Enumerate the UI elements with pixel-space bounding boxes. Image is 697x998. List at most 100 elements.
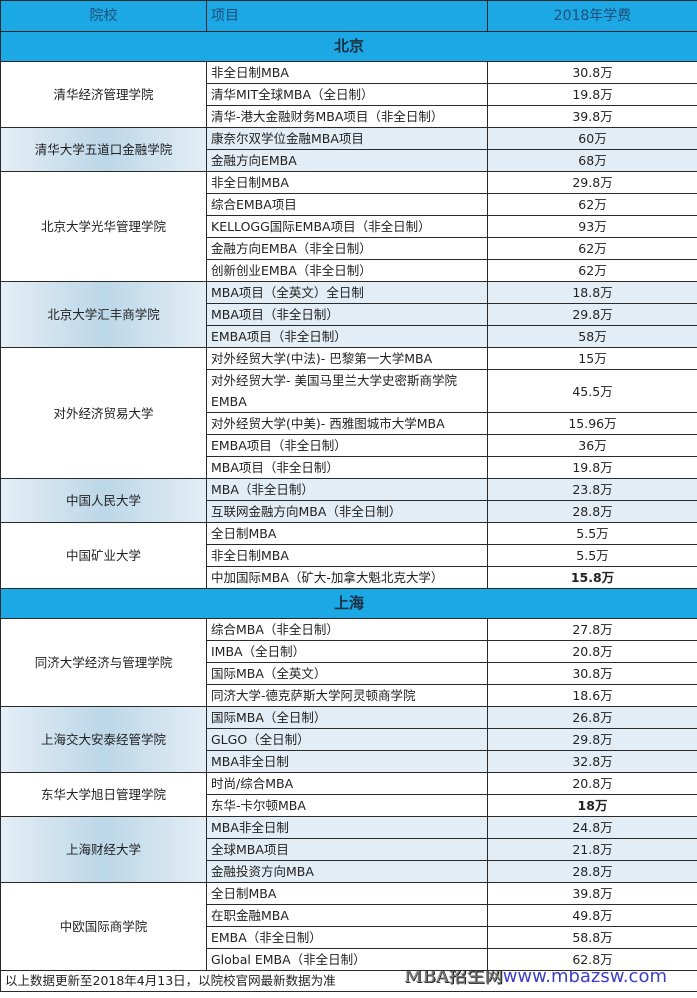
tuition-fee: 58万 (487, 325, 697, 348)
school-name: 中欧国际商学院 (0, 882, 207, 971)
tuition-fee: 19.8万 (487, 83, 697, 106)
table-row: 国际MBA（全英文） 30.8万 (1, 662, 697, 685)
table-row: 全球MBA项目 21.8万 (1, 838, 697, 861)
program-name: Global EMBA（非全日制） (206, 948, 488, 971)
tuition-fee: 20.8万 (487, 772, 697, 795)
school-name: 北京大学汇丰商学院 (0, 281, 207, 348)
table-row: 同济大学经济与管理学院 综合MBA（非全日制） 27.8万 (0, 618, 697, 707)
section-title: 上海 (0, 588, 697, 619)
tuition-fee: 15.8万 (487, 566, 697, 589)
table-row: 清华大学五道口金融学院 康奈尔双学位金融MBA项目 60万 (0, 127, 697, 172)
table-row: 非全日制MBA 5.5万 (1, 544, 697, 567)
header-row: 院校 项目 2018年学费 (0, 0, 697, 32)
tuition-fee: 21.8万 (487, 838, 697, 861)
table-row: 金融方向EMBA（非全日制） 62万 (1, 237, 697, 260)
tuition-fee: 62万 (487, 237, 697, 260)
tuition-fee: 15万 (487, 347, 697, 370)
program-name: MBA（非全日制） (206, 478, 488, 501)
footer-note: 以上数据更新至2018年4月13日，以院校官网最新数据为准 (5, 973, 336, 988)
program-name: 同济大学-德克萨斯大学阿灵顿商学院 (206, 684, 488, 707)
tuition-fee: 60万 (487, 127, 697, 150)
program-name: 非全日制MBA (206, 544, 488, 567)
tuition-fee: 62.8万 (487, 948, 697, 971)
program-name: 对外经贸大学(中法)- 巴黎第一大学MBA (206, 347, 488, 370)
program-name: 金融方向EMBA (206, 149, 488, 172)
header-program: 项目 (206, 0, 488, 32)
program-name: KELLOGG国际EMBA项目（非全日制） (206, 215, 488, 238)
tuition-fee: 5.5万 (487, 522, 697, 545)
program-name: 金融投资方向MBA (206, 860, 488, 883)
school-name: 中国矿业大学 (0, 522, 207, 589)
program-name: 对外经贸大学- 美国马里兰大学史密斯商学院EMBA (206, 369, 488, 413)
tuition-fee: 45.5万 (487, 369, 697, 413)
program-name: 金融方向EMBA（非全日制） (206, 237, 488, 260)
school-name: 清华经济管理学院 (0, 61, 207, 128)
table-row: 中欧国际商学院 全日制MBA 39.8万 (0, 882, 697, 971)
header-fee: 2018年学费 (487, 0, 697, 32)
table-row: 北京大学汇丰商学院 MBA项目（全英文）全日制 18.8万 (0, 281, 697, 348)
table-row: 清华经济管理学院 非全日制MBA 30.8万 (0, 61, 697, 128)
school-name: 中国人民大学 (0, 478, 207, 523)
footer-row: 以上数据更新至2018年4月13日，以院校官网最新数据为准 MBA招生网www.… (0, 970, 697, 992)
school-name: 东华大学旭日管理学院 (0, 772, 207, 817)
tuition-fee: 18.8万 (487, 281, 697, 304)
watermark: MBA招生网www.mbazsw.com (404, 970, 667, 987)
tuition-fee: 23.8万 (487, 478, 697, 501)
program-name: 互联网金融方向MBA（非全日制） (206, 500, 488, 523)
tuition-fee: 5.5万 (487, 544, 697, 567)
school-name: 清华大学五道口金融学院 (0, 127, 207, 172)
program-name: 中加国际MBA（矿大-加拿大魁北克大学） (206, 566, 488, 589)
school-name: 对外经济贸易大学 (0, 347, 207, 479)
tuition-fee: 26.8万 (487, 706, 697, 729)
school-name: 上海财经大学 (0, 816, 207, 883)
table-row: 东华大学旭日管理学院 时尚/综合MBA 20.8万 (0, 772, 697, 817)
table-row: 互联网金融方向MBA（非全日制） 28.8万 (1, 500, 697, 523)
tuition-fee: 93万 (487, 215, 697, 238)
tuition-fee: 49.8万 (487, 904, 697, 927)
table-row: 中国矿业大学 全日制MBA 5.5万 (0, 522, 697, 589)
program-name: EMBA项目（非全日制） (206, 434, 488, 457)
table-row: IMBA（全日制） 20.8万 (1, 640, 697, 663)
program-name: GLGO（全日制） (206, 728, 488, 751)
tuition-fee: 28.8万 (487, 500, 697, 523)
tuition-fee: 36万 (487, 434, 697, 457)
program-name: 清华MIT全球MBA（全日制） (206, 83, 488, 106)
tuition-fee: 62万 (487, 259, 697, 282)
program-name: 康奈尔双学位金融MBA项目 (206, 127, 488, 150)
tuition-fee: 29.8万 (487, 728, 697, 751)
program-name: 全球MBA项目 (206, 838, 488, 861)
section-row: 北京 (0, 31, 697, 62)
table-row: EMBA项目（非全日制） 58万 (1, 325, 697, 348)
program-name: 时尚/综合MBA (206, 772, 488, 795)
table-row: MBA非全日制 32.8万 (1, 750, 697, 773)
program-name: IMBA（全日制） (206, 640, 488, 663)
tuition-fee: 27.8万 (487, 618, 697, 641)
program-name: 在职金融MBA (206, 904, 488, 927)
program-name: 全日制MBA (206, 522, 488, 545)
tuition-fee: 32.8万 (487, 750, 697, 773)
tuition-fee: 39.8万 (487, 105, 697, 128)
school-name: 同济大学经济与管理学院 (0, 618, 207, 707)
table-row: MBA项目（非全日制） 19.8万 (1, 456, 697, 479)
tuition-fee: 19.8万 (487, 456, 697, 479)
tuition-fee: 18万 (487, 794, 697, 817)
tuition-fee: 68万 (487, 149, 697, 172)
tuition-fee: 18.6万 (487, 684, 697, 707)
tuition-fee: 30.8万 (487, 61, 697, 84)
tuition-fee: 58.8万 (487, 926, 697, 949)
table-row: 上海财经大学 MBA非全日制 24.8万 (0, 816, 697, 883)
program-name: 综合EMBA项目 (206, 193, 488, 216)
table-row: 对外经济贸易大学 对外经贸大学(中法)- 巴黎第一大学MBA 15万 (0, 347, 697, 479)
program-name: 东华-卡尔顿MBA (206, 794, 488, 817)
program-name: MBA项目（非全日制） (206, 303, 488, 326)
program-name: 对外经贸大学(中美)- 西雅图城市大学MBA (206, 412, 488, 435)
program-name: MBA项目（非全日制） (206, 456, 488, 479)
tuition-fee: 28.8万 (487, 860, 697, 883)
table-row: KELLOGG国际EMBA项目（非全日制） 93万 (1, 215, 697, 238)
table-row: 金融方向EMBA 68万 (1, 149, 697, 172)
tuition-fee: 30.8万 (487, 662, 697, 685)
program-name: EMBA（非全日制） (206, 926, 488, 949)
program-name: MBA项目（全英文）全日制 (206, 281, 488, 304)
table-row: 综合EMBA项目 62万 (1, 193, 697, 216)
